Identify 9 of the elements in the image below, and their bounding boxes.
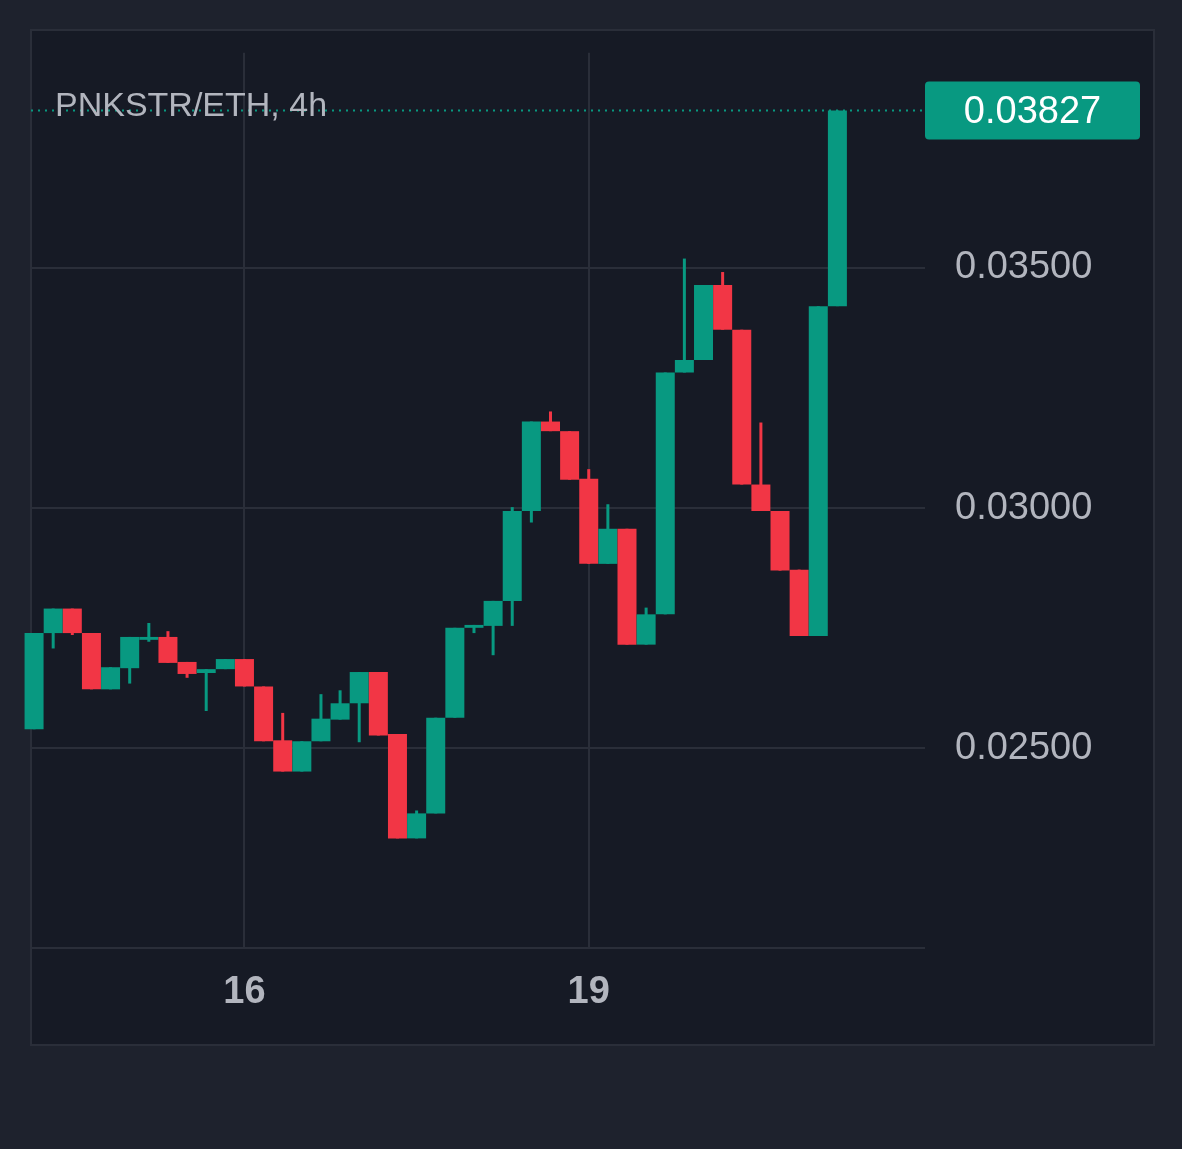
y-tick-label: 0.03000 [955, 484, 1093, 527]
x-tick-label: 19 [567, 969, 610, 1012]
candlestick [196, 669, 216, 711]
ref-line-label: 0.03827 [963, 88, 1102, 131]
x-tick-label: 16 [223, 969, 266, 1012]
candlestick [674, 258, 694, 373]
text: PNKSTR/ETH, 4h [55, 85, 328, 124]
y-tick-label: 0.03500 [955, 244, 1093, 287]
y-tick-label: 0.02500 [955, 724, 1093, 767]
